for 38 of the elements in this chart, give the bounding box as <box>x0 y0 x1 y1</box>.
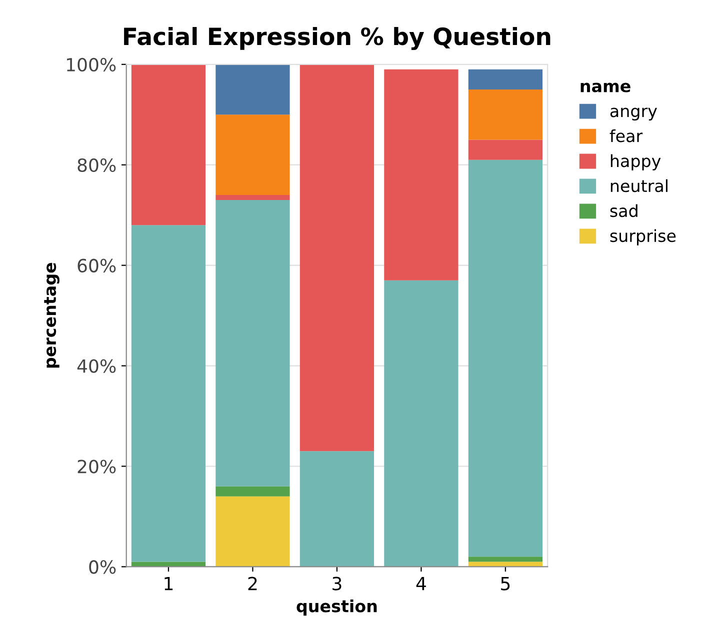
bar <box>384 280 458 567</box>
x-tick-label: 3 <box>332 576 342 590</box>
x-axis-title: question <box>296 599 377 616</box>
bar <box>216 64 290 115</box>
y-tick-label: 100% <box>67 58 116 72</box>
y-tick-label: 20% <box>78 460 116 474</box>
bar <box>300 451 374 567</box>
bar <box>300 64 374 452</box>
y-tick-label: 40% <box>77 359 116 373</box>
bar <box>216 486 290 496</box>
bar <box>216 200 290 486</box>
bar <box>131 225 206 562</box>
x-tick-label: 4 <box>416 577 426 590</box>
y-axis-title: percentage <box>44 262 60 368</box>
y-tick-label: 0% <box>89 560 116 574</box>
legend-label: fear <box>610 129 643 142</box>
x-tick-label: 5 <box>501 577 510 590</box>
bar <box>468 90 543 140</box>
bar <box>468 140 543 160</box>
bar <box>131 64 206 226</box>
x-tick-label: 2 <box>248 576 257 590</box>
y-tick-label: 60% <box>78 258 116 272</box>
bar <box>468 69 543 90</box>
chart-title: Facial Expression % by Question <box>124 27 550 50</box>
bar <box>468 556 543 562</box>
bar <box>216 195 290 200</box>
legend-label: surprise <box>610 229 676 246</box>
y-tick-label: 80% <box>78 158 116 172</box>
bar <box>384 69 458 280</box>
bar <box>216 114 290 196</box>
x-tick-label: 1 <box>164 577 173 590</box>
legend-label: sad <box>610 204 638 218</box>
legend-label: angry <box>610 108 657 120</box>
legend-title: name <box>580 82 630 92</box>
bar <box>216 496 290 567</box>
legend-label: happy <box>610 154 661 170</box>
bar <box>468 160 543 557</box>
legend-label: neutral <box>610 179 668 192</box>
